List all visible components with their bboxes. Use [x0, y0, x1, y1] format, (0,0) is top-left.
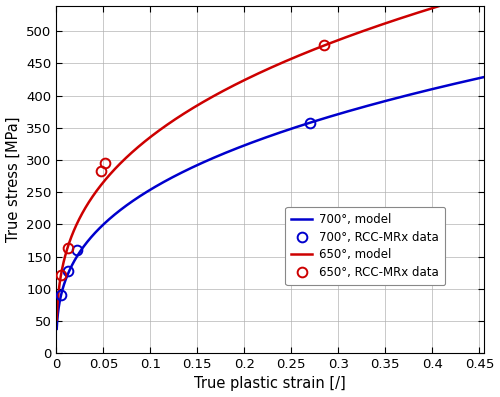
Line: 650°, model: 650°, model: [56, 0, 484, 320]
Line: 700°, RCC-MRx data: 700°, RCC-MRx data: [56, 118, 315, 300]
650°, model: [218, 90, 224, 95]
700°, RCC-MRx data: [307, 120, 313, 125]
650°, model: [426, 7, 432, 12]
650°, model: [236, 80, 242, 85]
700°, model: [218, 152, 224, 157]
650°, RCC-MRx data: [58, 272, 64, 277]
700°, model: [128, 200, 134, 205]
700°, model: [481, 75, 487, 79]
700°, RCC-MRx data: [64, 268, 70, 273]
650°, model: [54, 317, 60, 322]
650°, RCC-MRx data: [98, 169, 104, 173]
650°, RCC-MRx data: [64, 246, 70, 251]
700°, model: [472, 77, 478, 81]
Y-axis label: True stress [MPa]: True stress [MPa]: [6, 117, 20, 242]
Legend: 700°, model, 700°, RCC-MRx data, 650°, model, 650°, RCC-MRx data: 700°, model, 700°, RCC-MRx data, 650°, m…: [285, 207, 445, 285]
Line: 650°, RCC-MRx data: 650°, RCC-MRx data: [56, 40, 329, 279]
650°, RCC-MRx data: [102, 161, 108, 166]
700°, model: [426, 87, 432, 92]
650°, RCC-MRx data: [321, 43, 327, 48]
X-axis label: True plastic strain [/]: True plastic strain [/]: [194, 376, 346, 391]
700°, model: [102, 220, 108, 225]
700°, RCC-MRx data: [74, 248, 80, 252]
700°, model: [236, 145, 242, 150]
650°, model: [102, 177, 108, 182]
700°, RCC-MRx data: [58, 293, 64, 297]
Line: 700°, model: 700°, model: [56, 77, 484, 329]
650°, model: [128, 151, 134, 156]
700°, model: [54, 326, 60, 331]
